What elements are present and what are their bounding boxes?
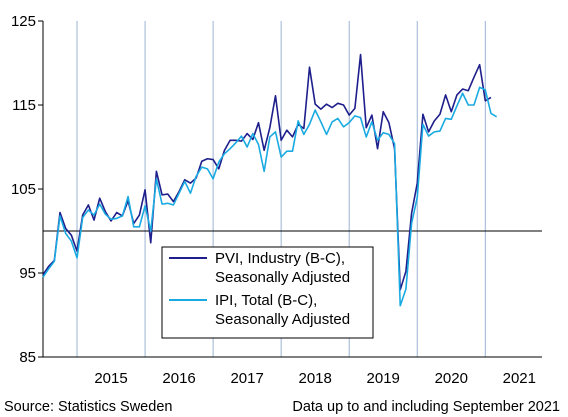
y-tick-label: 125 <box>11 13 36 30</box>
axes: 2015 2016 2017 2018 2019 2020 2021 85 95 105 115 12… <box>11 13 542 387</box>
x-tick-label: 2016 <box>162 370 195 387</box>
y-tick-label: 105 <box>11 181 36 198</box>
x-tick-label: 2021 <box>503 370 536 387</box>
footer: Source: Statistics Sweden Data up to and… <box>4 399 560 415</box>
x-tick-label: 2017 <box>230 370 263 387</box>
legend-label: Seasonally Adjusted <box>215 311 350 328</box>
source-note: Source: Statistics Sweden <box>4 399 172 415</box>
legend-label: IPI, Total (B-C), <box>215 292 317 309</box>
legend: PVI, Industry (B-C), Seasonally Adjusted I… <box>161 246 374 339</box>
data-note: Data up to and including September 2021 <box>292 399 560 415</box>
x-tick-label: 2015 <box>94 370 127 387</box>
y-tick-label: 95 <box>19 265 36 282</box>
series-lines <box>42 53 498 307</box>
x-tick-label: 2019 <box>367 370 400 387</box>
series-line-ipi <box>42 86 498 307</box>
legend-label: Seasonally Adjusted <box>215 269 350 286</box>
y-tick-label: 85 <box>19 349 36 366</box>
legend-box <box>161 246 374 339</box>
legend-label: PVI, Industry (B-C), <box>215 250 345 267</box>
x-tick-label: 2020 <box>435 370 468 387</box>
x-tick-label: 2018 <box>298 370 331 387</box>
y-tick-label: 115 <box>12 97 36 114</box>
series-line-pvi <box>42 53 492 291</box>
